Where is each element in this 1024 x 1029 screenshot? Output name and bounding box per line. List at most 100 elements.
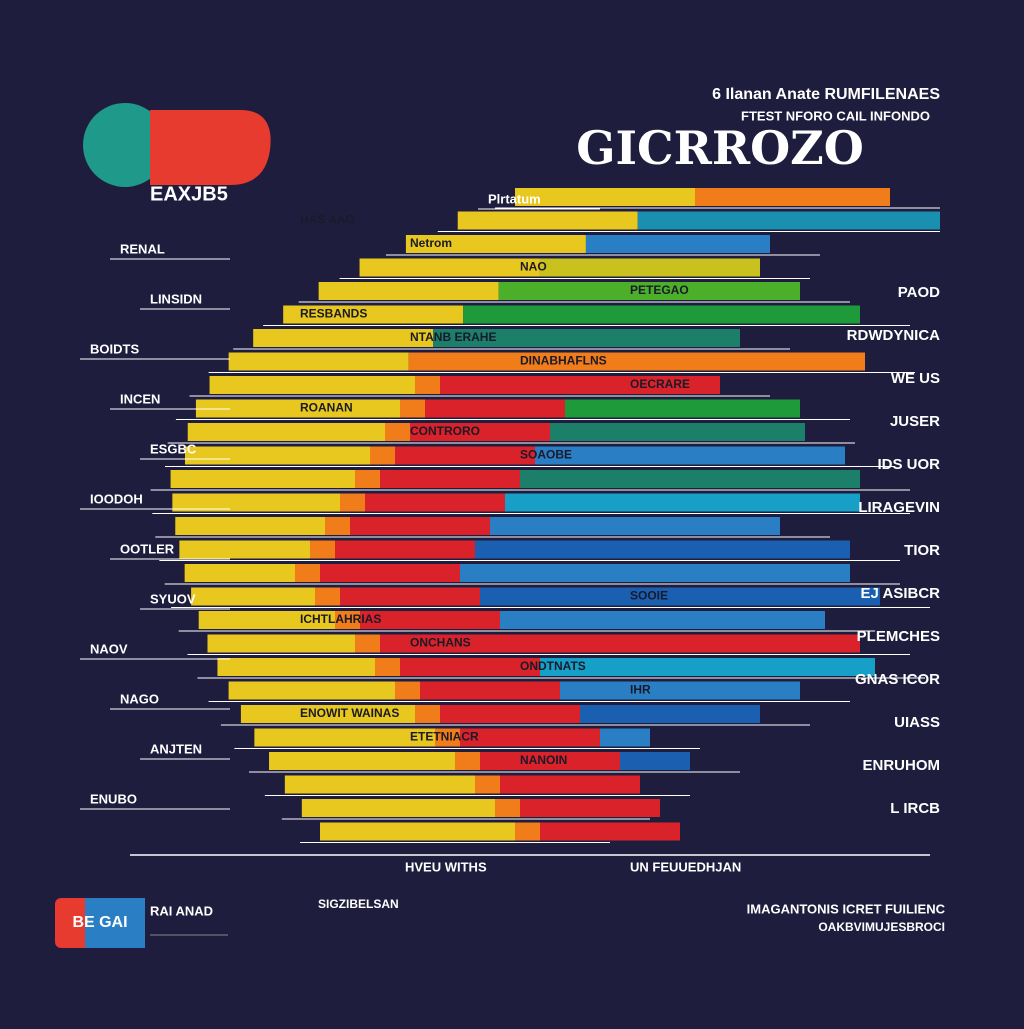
bar-label: SOOIE xyxy=(630,589,668,603)
bar-label: OECRARE xyxy=(630,377,690,391)
footer-name: RAI ANAD xyxy=(150,903,213,918)
bar-segment xyxy=(253,329,434,347)
bar-segment xyxy=(360,611,500,629)
bar-segment xyxy=(457,211,638,230)
right-label: GNAS ICOR xyxy=(855,671,940,688)
bar-segment xyxy=(179,540,335,559)
left-label: Plrtatum xyxy=(488,191,541,206)
left-label: RENAL xyxy=(120,241,165,256)
bar-segment xyxy=(355,634,380,653)
bar-segment xyxy=(695,188,890,206)
bar-segment xyxy=(198,611,360,629)
bar-segment xyxy=(520,799,660,817)
left-label: NAOV xyxy=(90,641,128,656)
bar-segment xyxy=(217,658,400,676)
left-label: OOTLER xyxy=(120,541,175,556)
right-label: PLEMCHES xyxy=(857,628,940,645)
bar-segment xyxy=(175,517,350,535)
bar-label: NTANB ERAHE xyxy=(410,330,496,344)
bar-segment xyxy=(295,564,320,582)
bar-label: HAS AAO xyxy=(300,213,355,227)
bar-segment xyxy=(340,587,480,606)
left-label: ANJTEN xyxy=(150,741,202,756)
bar-segment xyxy=(463,305,860,324)
bar-segment xyxy=(395,681,420,700)
right-label: PAOD xyxy=(898,284,940,301)
bar-segment xyxy=(435,728,460,747)
bar-segment xyxy=(550,423,805,441)
bar-segment xyxy=(620,752,690,770)
bar-segment xyxy=(495,799,520,817)
bar-segment xyxy=(440,705,580,723)
bar-segment xyxy=(490,517,780,535)
footer-badge-part xyxy=(85,898,145,948)
bar-segment xyxy=(520,470,860,488)
left-label: IOODOH xyxy=(90,491,143,506)
bar-segment xyxy=(515,188,695,206)
bar-segment xyxy=(580,705,760,723)
subtitle: FTEST NFORO CAIL INFONDO xyxy=(741,108,930,123)
left-label: INCEN xyxy=(120,391,160,406)
left-label: SYUOV xyxy=(150,591,196,606)
bar-segment xyxy=(395,446,535,465)
right-label: EJ ASIBCR xyxy=(861,585,941,602)
bar-segment xyxy=(370,446,395,465)
footer: BE GAI RAI ANAD SIGZIBELSAN IMAGANTONIS … xyxy=(55,859,946,948)
bar-segment xyxy=(301,799,520,817)
bar-label: SOAOBE xyxy=(520,448,572,462)
bar-segment xyxy=(460,564,850,582)
bar-segment xyxy=(228,352,409,371)
bar-segment xyxy=(385,423,410,441)
bar-segment xyxy=(283,305,464,324)
bar-segment xyxy=(340,493,365,512)
bar-segment xyxy=(520,634,860,653)
bar-segment xyxy=(408,352,865,371)
right-label: JUSER xyxy=(890,413,940,430)
bar-segment xyxy=(433,329,740,347)
bar-segment xyxy=(191,587,340,606)
bar-segment xyxy=(209,376,440,394)
bar-label: IHR xyxy=(630,683,651,697)
bar-segment xyxy=(420,681,560,700)
bar-segment xyxy=(254,728,460,747)
right-label: WE US xyxy=(891,370,940,387)
bar-segment xyxy=(320,564,460,582)
bar-label: ETETNIACR xyxy=(410,730,479,744)
bar-segment xyxy=(228,681,420,700)
footer-bottom: HVEU WITHS xyxy=(405,859,487,874)
footer-right: OAKBVIMUJESBROCI xyxy=(818,920,945,934)
bar-segment xyxy=(410,423,550,441)
right-label: L IRCB xyxy=(890,800,940,817)
bar-segment xyxy=(500,611,825,629)
bar-segment xyxy=(355,470,380,488)
bar-label: NAO xyxy=(520,260,547,274)
labels: HAS AAO Netrom NAO PETEGAO RESBANDS NTANB ERA… xyxy=(80,191,940,817)
bar-segment xyxy=(539,258,760,277)
bar-label: RESBANDS xyxy=(300,307,367,321)
logo-shape xyxy=(150,110,271,185)
left-label: ENUBO xyxy=(90,791,137,806)
bars xyxy=(150,188,940,843)
logo xyxy=(83,103,271,187)
bar-label: PETEGAO xyxy=(630,283,689,297)
bar-segment xyxy=(400,658,540,676)
bar-segment xyxy=(505,493,860,512)
bar-segment xyxy=(195,399,425,418)
left-label: ESGBC xyxy=(150,441,197,456)
left-label: LINSIDN xyxy=(150,291,202,306)
bar-segment xyxy=(535,446,845,465)
subtitle: 6 Ilanan Anate RUMFILENAES xyxy=(712,86,940,103)
bar-label: ICHTLAHRIAS xyxy=(300,612,381,626)
bar-segment xyxy=(480,587,880,606)
logo-circle xyxy=(83,103,167,187)
bar-label: ENOWIT WAINAS xyxy=(300,706,399,720)
bar-segment xyxy=(184,564,320,582)
bar-segment xyxy=(172,493,365,512)
bar-segment xyxy=(560,681,800,700)
right-label: IDS UOR xyxy=(877,456,940,473)
right-label: ENRUHOM xyxy=(863,757,941,774)
left-label: BOIDTS xyxy=(90,341,139,356)
bar-segment xyxy=(315,587,340,606)
footer-bottom: UN FEUUEDHJAN xyxy=(630,859,741,874)
